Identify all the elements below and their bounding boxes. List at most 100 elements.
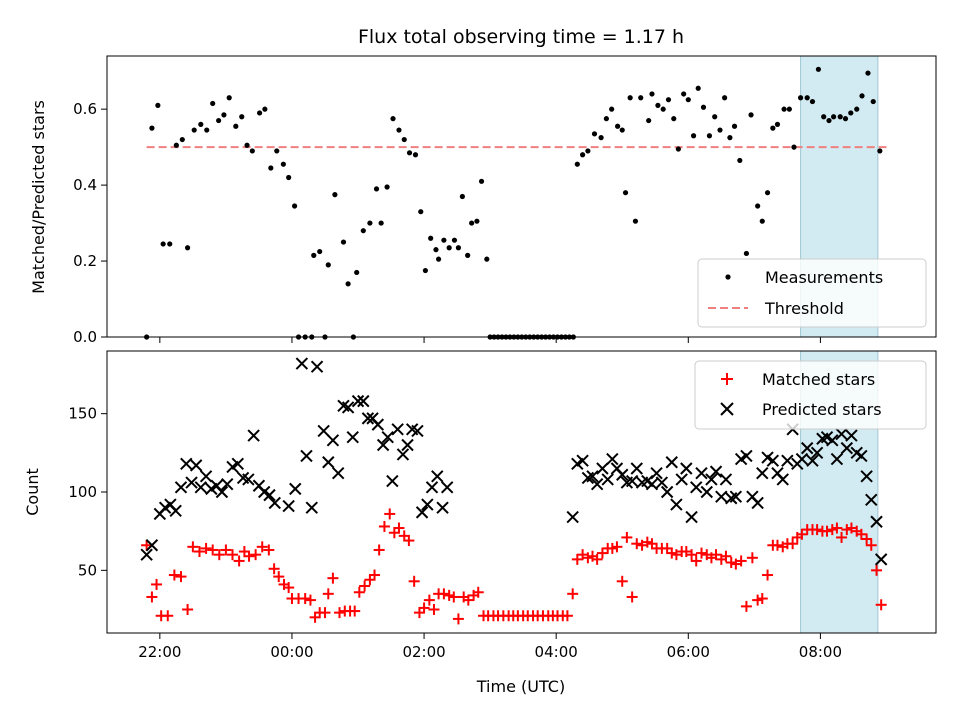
- measurements-point: [722, 95, 728, 101]
- matched-stars-point: [561, 610, 573, 622]
- measurements-point: [256, 110, 263, 116]
- measurements-point: [622, 190, 629, 196]
- measurements-point: [474, 218, 480, 224]
- matched-stars-point: [233, 555, 245, 567]
- chart-title: Flux total observing time = 1.17 h: [358, 26, 684, 48]
- matched-stars-point: [373, 544, 385, 556]
- predicted-stars-point: [231, 457, 244, 471]
- matched-stars-point: [403, 535, 415, 547]
- matched-stars-point: [349, 605, 361, 617]
- legend-matched-label: Matched stars: [762, 370, 875, 389]
- measurements-point: [204, 127, 210, 133]
- predicted-stars-point: [680, 462, 693, 475]
- predicted-stars-point: [715, 490, 728, 503]
- x-tick-label: 04:00: [535, 643, 578, 661]
- predicted-stars-point: [865, 493, 878, 507]
- matched-stars-point: [831, 522, 843, 534]
- predicted-stars-point: [326, 434, 340, 447]
- predicted-stars-point: [289, 482, 302, 496]
- matched-stars-point: [596, 547, 608, 559]
- measurements-point: [484, 256, 490, 262]
- predicted-stars-point: [199, 470, 213, 483]
- measurements-point: [837, 114, 843, 120]
- predicted-stars-point: [295, 357, 309, 370]
- predicted-stars-point: [810, 446, 824, 460]
- measurements-point: [755, 203, 761, 209]
- matched-stars-point: [200, 542, 212, 554]
- measurements-point: [791, 144, 797, 150]
- legend-measurements-label: Measurements: [765, 268, 883, 287]
- matched-stars-point: [855, 528, 867, 540]
- measurements-point: [179, 136, 185, 143]
- matched-stars-point: [327, 572, 339, 584]
- matched-stars-point: [686, 549, 698, 561]
- measurements-point: [160, 241, 166, 247]
- x-axis-label: Time (UTC): [476, 677, 565, 696]
- measurements-point: [274, 148, 280, 154]
- measurements-point: [280, 161, 286, 167]
- measurements-point: [354, 269, 360, 276]
- matched-stars-point: [193, 546, 205, 558]
- matched-stars-point: [168, 569, 180, 581]
- matched-stars-point: [353, 586, 365, 598]
- matched-stars-point: [591, 553, 603, 565]
- matched-stars-point: [438, 588, 450, 600]
- measurements-point: [459, 193, 465, 200]
- measurements-point: [727, 135, 733, 141]
- measurements-point: [797, 95, 804, 101]
- measurements-point: [591, 131, 598, 137]
- matched-stars-point: [369, 569, 381, 581]
- measurements-point: [681, 91, 687, 97]
- matched-stars-point: [875, 599, 887, 611]
- measurements-point: [198, 121, 204, 127]
- matched-stars-point: [861, 533, 873, 545]
- predicted-stars-point: [806, 454, 819, 467]
- predicted-stars-point: [870, 515, 883, 528]
- predicted-stars-point: [855, 449, 868, 463]
- bottom-y-axis-label: Count: [23, 468, 42, 516]
- matched-stars-point: [418, 602, 430, 614]
- matched-stars-point: [283, 582, 295, 594]
- matched-stars-point: [616, 575, 628, 587]
- matched-stars-point: [836, 531, 848, 543]
- measurements-point: [737, 157, 743, 164]
- matched-stars-point: [567, 588, 579, 600]
- measurements-point: [774, 121, 781, 127]
- predicted-stars-point: [835, 427, 848, 441]
- matched-stars-point: [771, 539, 783, 551]
- matched-stars-point: [787, 538, 799, 550]
- measurements-point: [249, 148, 255, 154]
- matched-stars-point: [378, 520, 390, 532]
- measurements-point: [325, 262, 331, 268]
- measurements-point: [384, 184, 390, 190]
- measurements-point: [671, 116, 677, 122]
- matched-stars-point: [811, 524, 823, 536]
- matched-stars-point: [319, 607, 331, 619]
- predicted-stars-point: [756, 466, 769, 480]
- top-legend: Measurements Threshold: [697, 258, 927, 328]
- predicted-stars-point: [194, 481, 208, 494]
- matched-stars-point: [220, 544, 232, 556]
- predicted-stars-point: [263, 488, 276, 502]
- measurements-point: [712, 114, 718, 120]
- measurements-point: [655, 102, 661, 108]
- predicted-stars-point: [411, 424, 424, 438]
- measurements-point: [469, 220, 475, 226]
- matched-stars-point: [611, 541, 623, 553]
- measurements-point: [291, 203, 298, 209]
- predicted-stars-point: [860, 470, 873, 483]
- predicted-stars-point: [685, 510, 698, 524]
- measurements-point: [155, 102, 161, 108]
- measurements-point: [422, 267, 428, 274]
- measurements-point: [465, 252, 471, 258]
- matched-stars-point: [735, 555, 747, 567]
- predicted-stars-point: [795, 452, 809, 466]
- predicted-stars-point: [830, 452, 844, 466]
- measurements-point: [262, 106, 268, 112]
- predicted-stars-point: [601, 473, 614, 486]
- measurements-point: [804, 95, 810, 101]
- measurements-point: [221, 112, 227, 118]
- predicted-stars-point: [322, 456, 335, 469]
- matched-stars-point: [207, 544, 219, 556]
